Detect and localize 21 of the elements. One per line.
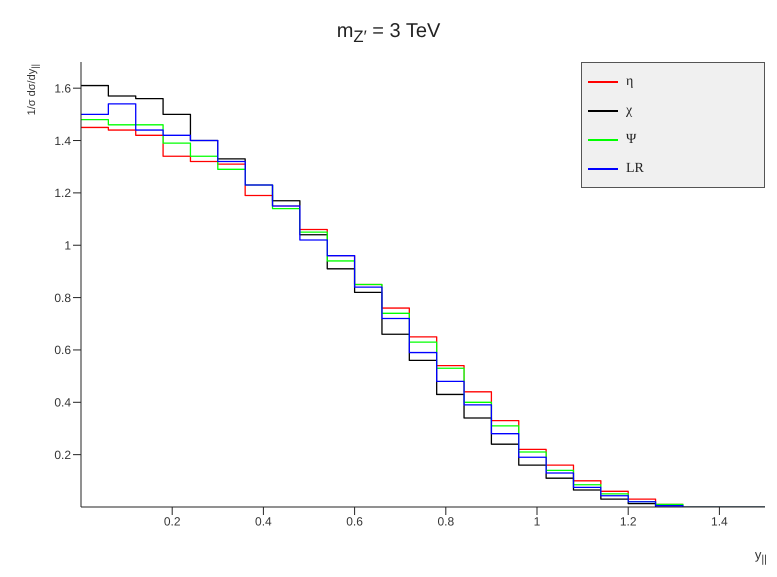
x-tick-label: 1 <box>534 514 541 529</box>
y-tick-label: 0.6 <box>54 343 72 358</box>
x-tick-label: 1.2 <box>620 514 637 529</box>
y-tick-label: 1.4 <box>54 134 72 148</box>
x-axis-title: y$_{||}$ <box>754 547 767 566</box>
y-tick-label: 0.2 <box>54 448 72 462</box>
legend-label: χ <box>626 102 632 118</box>
x-tick-label: 1.4 <box>711 514 728 529</box>
x-tick-label: 0.6 <box>346 514 364 529</box>
legend-label: Ψ <box>626 132 636 148</box>
x-tick-label: 0.4 <box>255 514 272 529</box>
y-tick-label: 1 <box>64 238 72 252</box>
y-tick-label: 0.4 <box>54 396 72 410</box>
y-tick-label: 1.6 <box>54 81 72 96</box>
y-tick-label: 1.2 <box>54 186 72 200</box>
y-tick-label: 0.8 <box>54 290 72 305</box>
legend-label: η <box>626 74 634 90</box>
legend-label: LR <box>626 160 644 176</box>
x-tick-label: 0.8 <box>437 514 454 529</box>
x-tick-label: 0.2 <box>164 514 181 529</box>
chart-title: m$_{Z′}$ = 3 TeV <box>336 20 442 47</box>
